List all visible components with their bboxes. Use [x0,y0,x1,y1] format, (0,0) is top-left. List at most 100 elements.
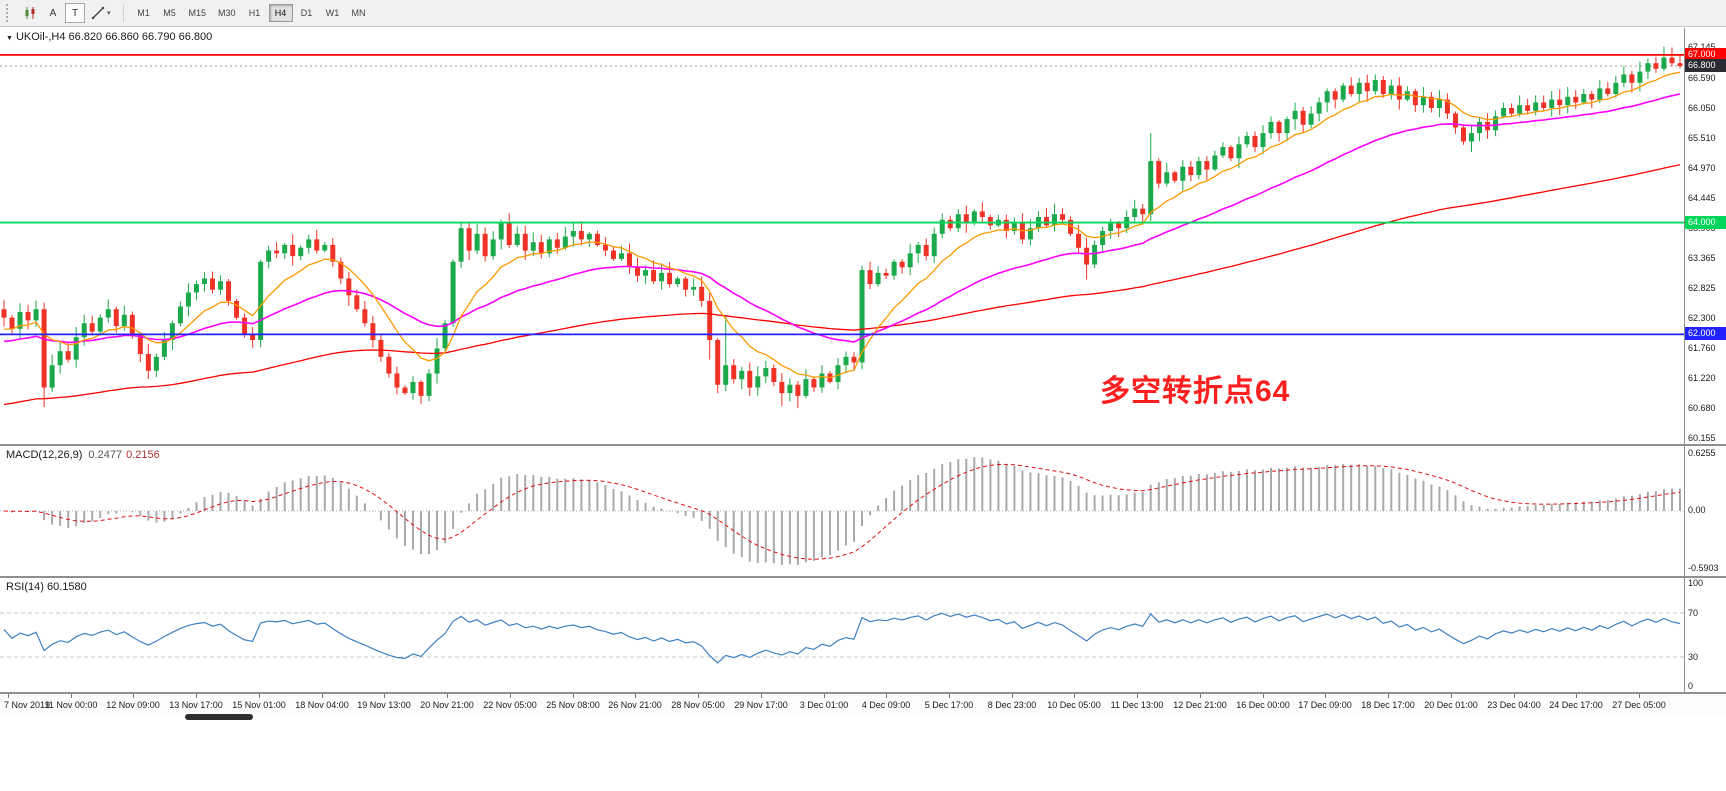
rsi-pane[interactable]: RSI(14) 60.1580 100 70 30 0 [0,576,1726,692]
candle-body [859,270,865,363]
price-tick-label: 60.680 [1688,403,1716,414]
time-tick [886,694,887,698]
candle-body [843,356,849,366]
time-tick [71,694,72,698]
candle-body [386,356,392,374]
candle-body [667,272,673,285]
candle-body [643,270,649,276]
candle-body [1669,57,1675,64]
timeframe-button-m30[interactable]: M30 [213,4,241,22]
text-tool-button[interactable]: T [65,3,85,23]
time-axis[interactable]: 7 Nov 2019 11 Nov 00:00 12 Nov 09:00 13 Nov… [0,692,1726,716]
candle-body [1549,99,1555,108]
candle-body [939,219,945,234]
rsi-axis[interactable]: 100 70 30 0 [1684,578,1726,692]
price-tick-label: 64.970 [1688,163,1716,174]
candle-body [1541,102,1547,108]
price-level-label-62.000[interactable]: 62.000 [1685,327,1726,341]
candle-body [73,337,79,360]
macd-tick-label: 0.00 [1688,505,1706,515]
collapse-triangle-icon[interactable]: ▼ [6,35,13,42]
price-tick-label: 61.760 [1688,342,1716,353]
candle-body [923,244,929,257]
rsi-tick-label: 70 [1688,608,1699,618]
time-tick [1451,694,1452,698]
candle-body [1380,80,1386,94]
time-tick [259,694,260,698]
candle-body [1228,147,1234,159]
time-axis-label: 15 Nov 01:00 [232,700,286,710]
time-tick [1200,694,1201,698]
chart-annotation-text[interactable]: 多空转折点64 [1100,375,1291,408]
price-axis[interactable]: 67.14566.59066.05065.51064.97064.44563.9… [1684,28,1726,444]
timeframe-button-mn[interactable]: MN [347,4,371,22]
time-tick [949,694,950,698]
rsi-canvas[interactable] [0,578,1684,692]
candle-body [1517,105,1523,114]
candle-body [1132,208,1138,217]
time-axis-label: 27 Dec 05:00 [1612,700,1666,710]
time-tick [573,694,574,698]
macd-canvas[interactable] [0,446,1684,576]
rsi-tick-label: 0 [1688,681,1694,691]
price-tick-label: 66.590 [1688,72,1716,83]
candle-body [1003,219,1009,231]
time-axis-label: 17 Dec 09:00 [1298,700,1352,710]
candle-body [1629,74,1635,83]
candle-body [1116,222,1122,229]
candle-body [1509,108,1515,114]
candle-body [578,231,584,240]
main-chart-pane[interactable]: ▼ UKOil-,H4 66.820 66.860 66.790 66.800 多… [0,28,1726,444]
candle-body [851,356,857,363]
candle-body [1565,96,1571,106]
timeframe-button-d1[interactable]: D1 [295,4,319,22]
time-tick [1137,694,1138,698]
price-level-label-67.000[interactable]: 67.000 [1685,47,1726,61]
time-axis-label: 23 Dec 04:00 [1487,700,1541,710]
timeframe-button-h4[interactable]: H4 [268,4,293,22]
macd-axis[interactable]: 0.6255 0.00 -0.5903 [1684,446,1726,576]
candle-body [41,309,47,388]
timeframe-button-h1[interactable]: H1 [243,4,267,22]
price-tick-label: 62.825 [1688,283,1716,294]
candle-body [129,314,135,335]
price-tick-label: 67.145 [1688,41,1716,52]
candle-body [506,222,512,245]
main-chart-canvas[interactable] [0,28,1684,444]
timeframe-button-w1[interactable]: W1 [321,4,345,22]
timeframe-button-m1[interactable]: M1 [132,4,156,22]
timeframe-button-m5[interactable]: M5 [158,4,182,22]
candle-body [1292,110,1298,120]
candle-body [562,236,568,248]
annotation-tool-button[interactable]: A [43,3,63,23]
chart-type-button[interactable] [19,3,41,23]
time-axis-label: 4 Dec 09:00 [861,700,911,710]
candle-body [226,281,232,301]
trendline-icon [91,6,105,20]
candle-body [1260,133,1266,148]
annotation-tool-label: A [49,7,57,19]
candle-body [17,312,23,329]
timeframe-button-m15[interactable]: M15 [184,4,212,22]
candle-body [1108,222,1114,231]
chart-ohlc-values: 66.820 66.860 66.790 66.800 [68,31,213,43]
candle-body [65,351,71,360]
price-level-label-64.000[interactable]: 64.000 [1685,215,1726,229]
candle-body [1533,102,1539,111]
time-axis-label: 5 Dec 17:00 [924,700,974,710]
candle-body [1597,88,1603,100]
candle-body [987,217,993,226]
toolbar-grip[interactable] [6,4,13,22]
macd-histogram [11,457,1681,565]
candle-body [1316,102,1322,114]
time-tick [1639,694,1640,698]
macd-pane[interactable]: MACD(12,26,9) 0.2477 0.2156 0.6255 0.00 -0.5… [0,444,1726,576]
candle-body [9,317,15,329]
time-tick [698,694,699,698]
time-tick [322,694,323,698]
candle-body [97,317,103,332]
candle-body [707,300,713,340]
draw-tool-button[interactable]: ▾ [87,3,115,23]
candle-body [538,242,544,254]
candle-body [1340,85,1346,100]
